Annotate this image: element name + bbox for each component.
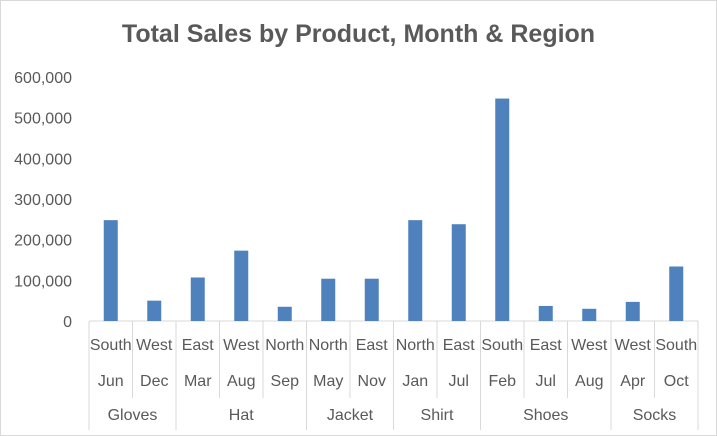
bar (364, 278, 379, 321)
month-label: Jul (449, 373, 469, 390)
bar (625, 301, 640, 321)
month-label: Feb (488, 373, 516, 390)
bar (234, 250, 249, 321)
region-label: East (530, 337, 563, 354)
bar (190, 277, 205, 321)
region-label: West (571, 337, 608, 354)
y-tick-label: 100,000 (14, 273, 72, 290)
bar (495, 98, 510, 321)
month-label: Jan (402, 373, 428, 390)
product-label: Shoes (523, 407, 568, 424)
product-label: Hat (229, 407, 254, 424)
y-tick-label: 200,000 (14, 233, 72, 250)
month-label: Aug (575, 373, 603, 390)
product-label: Jacket (327, 407, 374, 424)
chart-title: Total Sales by Product, Month & Region (121, 20, 596, 48)
region-label: East (182, 337, 215, 354)
bar (582, 308, 597, 321)
region-label: West (223, 337, 260, 354)
month-label: Jun (98, 373, 124, 390)
month-label: Jul (536, 373, 556, 390)
y-tick-label: 0 (63, 314, 72, 331)
bar (669, 266, 684, 321)
product-label: Socks (633, 407, 677, 424)
region-label: North (265, 337, 304, 354)
month-label: Apr (620, 373, 646, 390)
bar (321, 278, 336, 321)
region-label: North (396, 337, 435, 354)
bar (408, 220, 423, 321)
product-label: Shirt (421, 407, 454, 424)
y-tick-label: 500,000 (14, 111, 72, 128)
region-label: South (90, 337, 132, 354)
month-label: Dec (140, 373, 168, 390)
bar (451, 224, 466, 321)
month-label: Nov (358, 373, 386, 390)
month-label: Mar (184, 373, 212, 390)
region-label: North (309, 337, 348, 354)
month-label: Aug (227, 373, 255, 390)
y-tick-label: 300,000 (14, 192, 72, 209)
bar (103, 220, 118, 321)
y-tick-label: 600,000 (14, 70, 72, 87)
product-label: Gloves (108, 407, 158, 424)
region-label: West (136, 337, 173, 354)
region-label: West (615, 337, 652, 354)
month-label: May (313, 373, 343, 390)
region-label: South (655, 337, 697, 354)
region-label: South (481, 337, 523, 354)
region-label: East (356, 337, 389, 354)
region-label: East (443, 337, 476, 354)
month-label: Oct (664, 373, 689, 390)
bar (147, 300, 162, 321)
bar (538, 305, 553, 321)
bar (277, 306, 292, 321)
y-tick-label: 400,000 (14, 151, 72, 168)
month-label: Sep (271, 373, 300, 390)
